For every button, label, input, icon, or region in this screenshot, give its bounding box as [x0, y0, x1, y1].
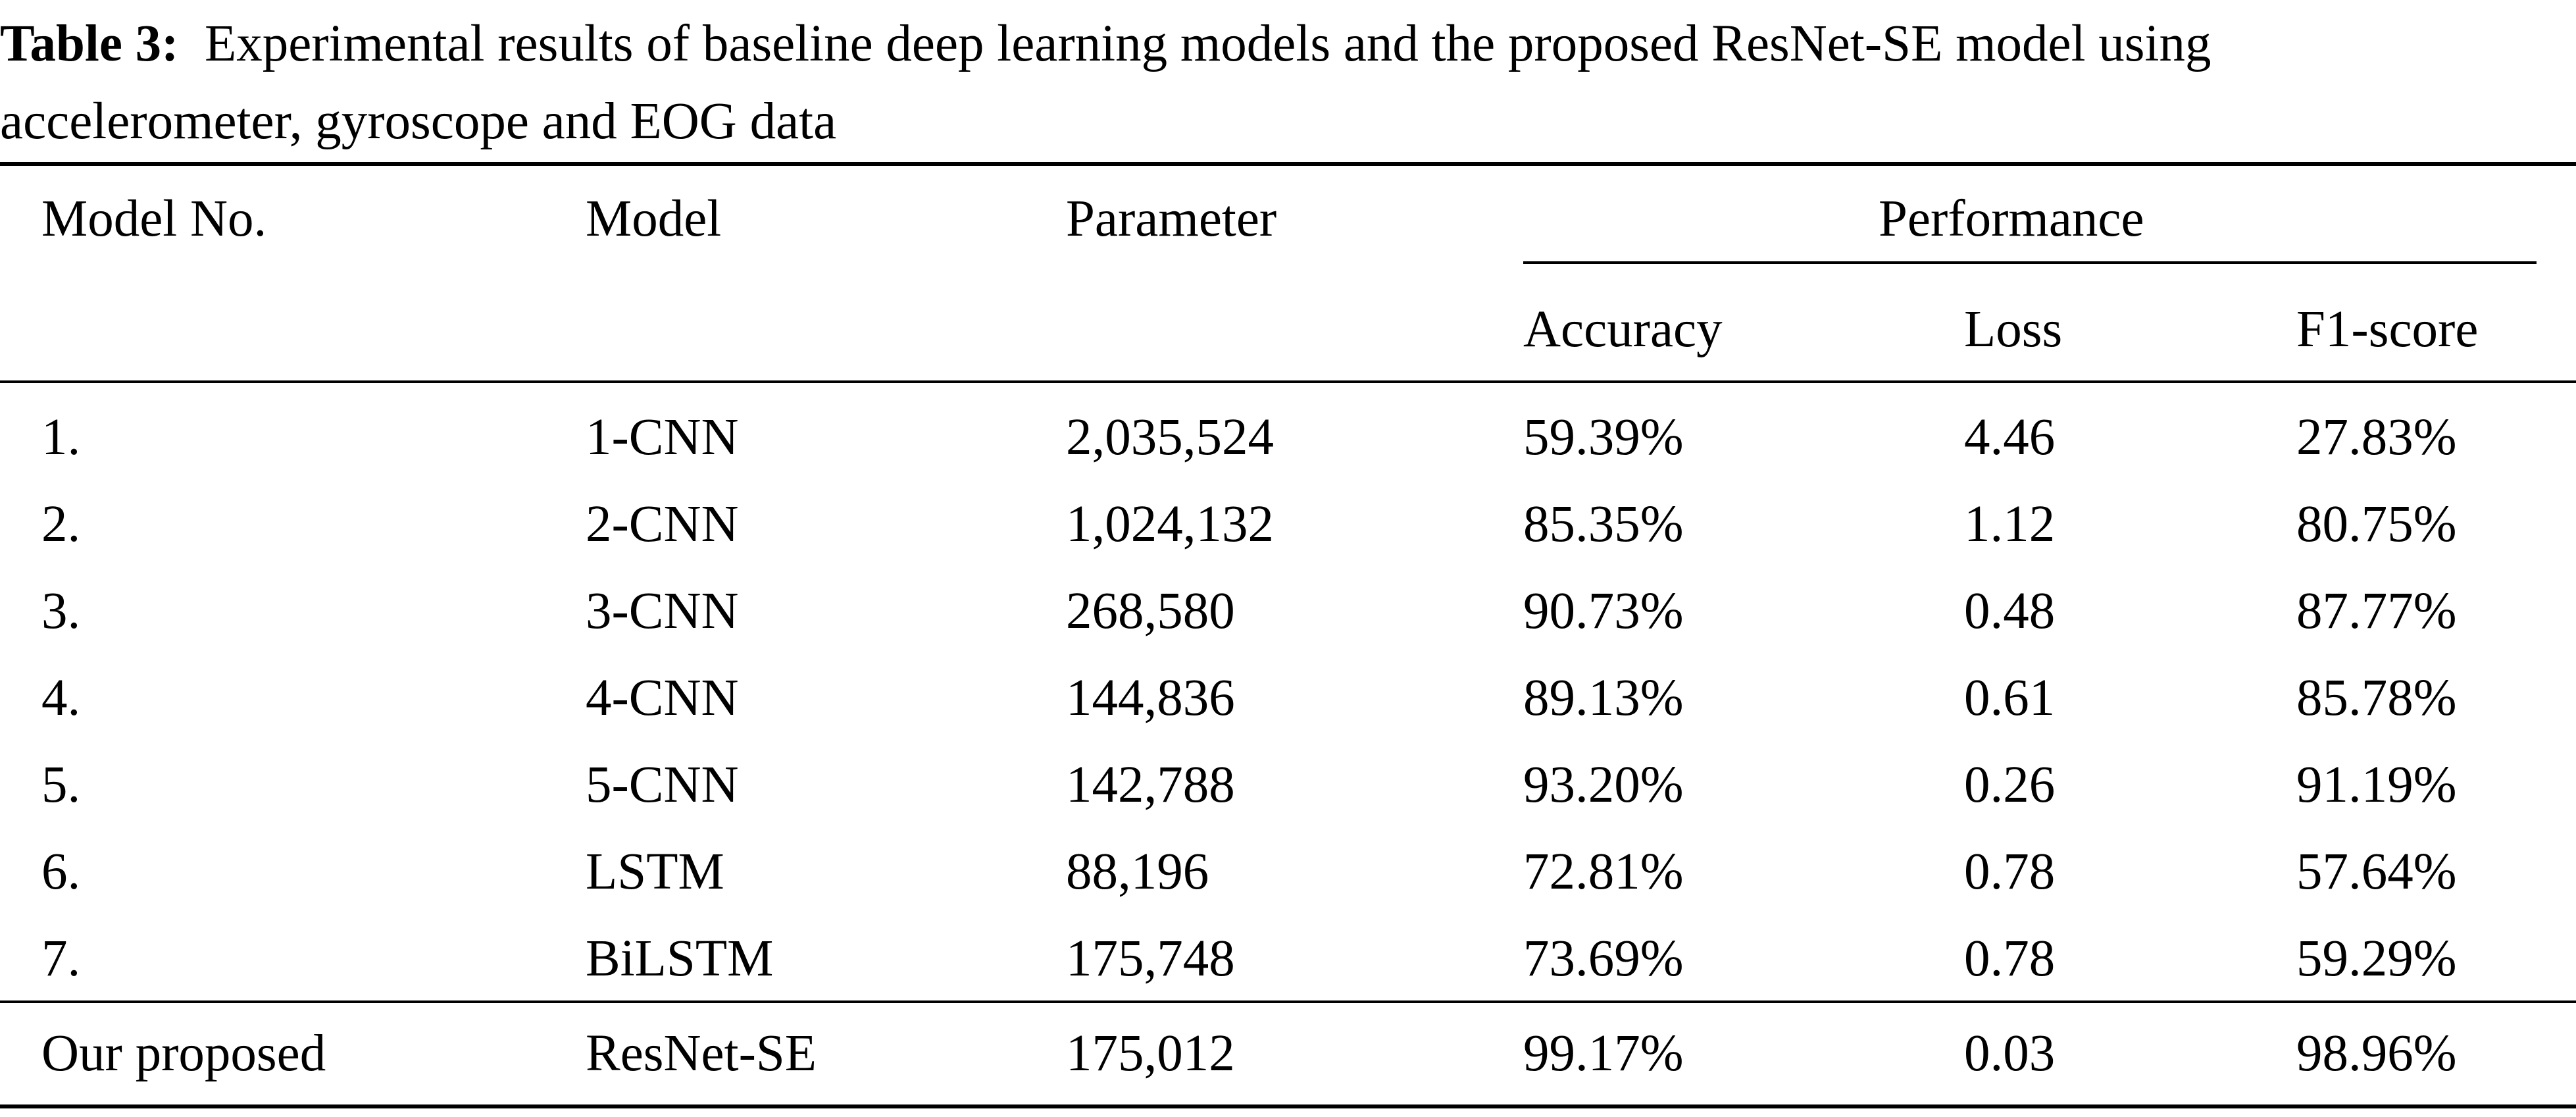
cell-parameter: 1,024,132 [1066, 496, 1274, 553]
cell-f1-score: 57.64% [2296, 843, 2457, 900]
caption-text-2: accelerometer, gyroscope and EOG data [0, 93, 837, 150]
header-accuracy: Accuracy [1523, 301, 1723, 358]
cell-accuracy: 90.73% [1523, 583, 1684, 640]
cell-parameter: 268,580 [1066, 583, 1235, 640]
cell-f1-score: 87.77% [2296, 583, 2457, 640]
cell-model-no: 3. [41, 583, 81, 640]
cell-model-no: 4. [41, 669, 81, 727]
cell-parameter: 175,748 [1066, 930, 1235, 987]
cell-accuracy: 72.81% [1523, 843, 1684, 900]
cell-loss: 4.46 [1964, 409, 2056, 466]
cell-f1-score: 59.29% [2296, 930, 2457, 987]
cell-model: LSTM [586, 843, 724, 900]
bottom-rule [0, 1104, 2576, 1108]
cell-loss: 0.03 [1964, 1025, 2056, 1082]
table-caption: Table 3: Experimental results of baselin… [0, 5, 2576, 161]
cell-parameter: 144,836 [1066, 669, 1235, 727]
header-model-no: Model No. [41, 190, 267, 247]
cell-accuracy: 89.13% [1523, 669, 1684, 727]
cell-loss: 0.61 [1964, 669, 2056, 727]
caption-line-1: Table 3: Experimental results of baselin… [0, 5, 2576, 83]
header-model: Model [586, 190, 722, 247]
cell-f1-score: 27.83% [2296, 409, 2457, 466]
cell-f1-score: 80.75% [2296, 496, 2457, 553]
top-rule [0, 162, 2576, 166]
cell-loss: 0.48 [1964, 583, 2056, 640]
cell-model: 4-CNN [586, 669, 739, 727]
cell-loss: 0.78 [1964, 843, 2056, 900]
header-performance: Performance [1879, 190, 2144, 247]
cell-model: 1-CNN [586, 409, 739, 466]
cell-accuracy: 99.17% [1523, 1025, 1684, 1082]
cell-model-no: 6. [41, 843, 81, 900]
cell-parameter: 88,196 [1066, 843, 1209, 900]
cell-f1-score: 85.78% [2296, 669, 2457, 727]
header-parameter: Parameter [1066, 190, 1277, 247]
cell-accuracy: 93.20% [1523, 756, 1684, 814]
cell-accuracy: 59.39% [1523, 409, 1684, 466]
cell-model: 3-CNN [586, 583, 739, 640]
performance-rule [1523, 261, 2537, 264]
cell-model: ResNet-SE [586, 1025, 817, 1082]
cell-parameter: 2,035,524 [1066, 409, 1274, 466]
header-loss: Loss [1964, 301, 2063, 358]
cell-model: 5-CNN [586, 756, 739, 814]
cell-parameter: 175,012 [1066, 1025, 1235, 1082]
cell-model-no: 1. [41, 409, 81, 466]
cell-accuracy: 85.35% [1523, 496, 1684, 553]
cell-parameter: 142,788 [1066, 756, 1235, 814]
header-f1-score: F1-score [2296, 301, 2479, 358]
caption-label: Table 3: [0, 15, 179, 72]
header-rule [0, 380, 2576, 383]
cell-model: 2-CNN [586, 496, 739, 553]
cell-model-no: 5. [41, 756, 81, 814]
cell-loss: 1.12 [1964, 496, 2056, 553]
cell-loss: 0.78 [1964, 930, 2056, 987]
proposed-rule [0, 1000, 2576, 1003]
cell-f1-score: 98.96% [2296, 1025, 2457, 1082]
cell-model-no: Our proposed [41, 1025, 326, 1082]
cell-model: BiLSTM [586, 930, 774, 987]
cell-loss: 0.26 [1964, 756, 2056, 814]
cell-accuracy: 73.69% [1523, 930, 1684, 987]
caption-text-1: Experimental results of baseline deep le… [204, 15, 2211, 72]
cell-f1-score: 91.19% [2296, 756, 2457, 814]
cell-model-no: 2. [41, 496, 81, 553]
cell-model-no: 7. [41, 930, 81, 987]
